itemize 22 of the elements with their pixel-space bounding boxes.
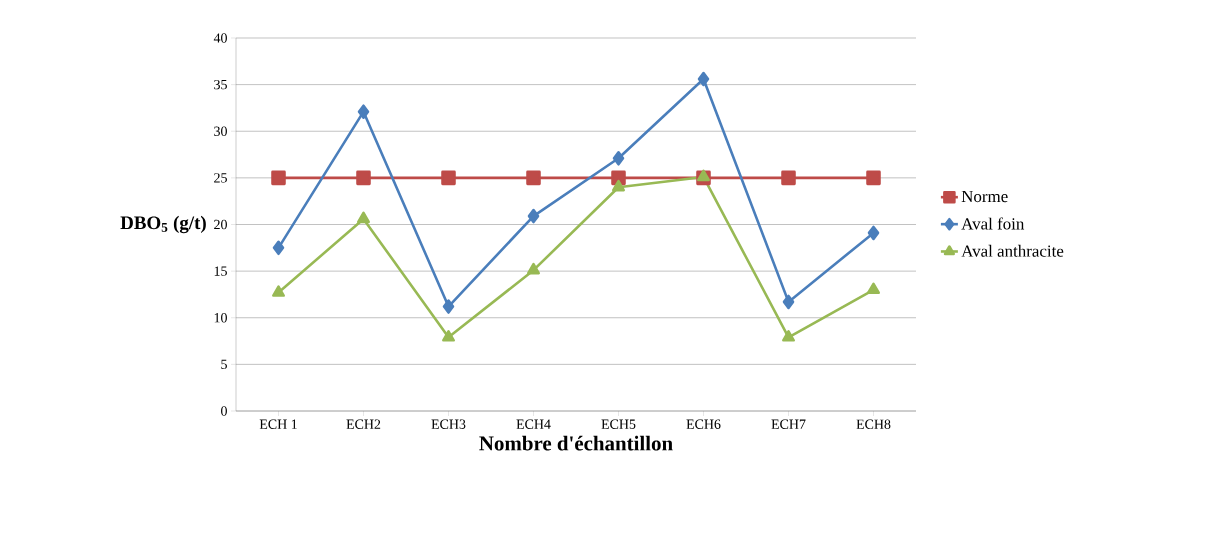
x-tick-label: ECH7 bbox=[771, 419, 806, 429]
y-tick-label: 5 bbox=[221, 359, 227, 370]
y-tick-label: 15 bbox=[214, 266, 227, 276]
y-tick-label: 25 bbox=[214, 173, 227, 183]
y-tick-label: 30 bbox=[214, 126, 227, 136]
x-tick-label: ECH6 bbox=[686, 419, 721, 429]
y-tick-label: 0 bbox=[221, 406, 227, 416]
legend-label: Norme bbox=[961, 190, 1008, 203]
y-tick-label: 35 bbox=[214, 79, 227, 90]
y-tick-label: 10 bbox=[214, 313, 227, 323]
y-tick-label: 40 bbox=[213, 33, 227, 43]
legend-label: Aval anthracite bbox=[961, 244, 1064, 257]
y-tick-label: 20 bbox=[214, 219, 227, 230]
x-tick-label: ECH8 bbox=[856, 419, 891, 429]
legend-label: Aval foin bbox=[961, 217, 1025, 230]
x-tick-label: ECH4 bbox=[516, 419, 551, 429]
x-axis-title: Nombre d'échantillon bbox=[479, 435, 673, 451]
x-tick-label: ECH 1 bbox=[259, 419, 297, 429]
x-tick-label: ECH2 bbox=[346, 419, 381, 429]
y-axis-title: DBO$_{5}$ (g/t) bbox=[120, 215, 206, 234]
x-tick-label: ECH5 bbox=[601, 419, 636, 429]
x-tick-label: ECH3 bbox=[431, 419, 466, 429]
